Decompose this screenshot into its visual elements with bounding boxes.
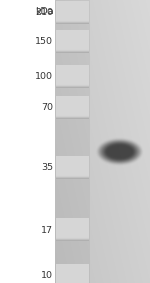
Text: 17: 17 [41,226,53,235]
Text: kDa: kDa [35,7,53,16]
Text: 100: 100 [35,72,53,82]
Text: 210: 210 [35,8,53,17]
Text: 150: 150 [35,37,53,46]
Text: 70: 70 [41,103,53,112]
Text: 10: 10 [41,271,53,280]
Text: 35: 35 [41,163,53,172]
